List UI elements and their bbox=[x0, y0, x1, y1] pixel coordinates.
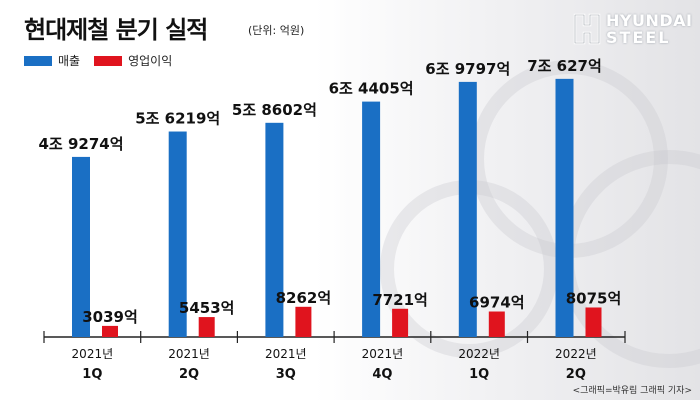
legend-item-operating-profit: 영업이익 bbox=[94, 52, 172, 69]
operating-profit-bar bbox=[488, 311, 505, 337]
revenue-value-label: 6조 9797억 bbox=[425, 60, 510, 78]
revenue-value-label: 5조 6219억 bbox=[135, 110, 220, 128]
legend-swatch-revenue bbox=[24, 55, 52, 66]
legend-item-revenue: 매출 bbox=[24, 52, 80, 69]
x-tick-label-year: 2021년 bbox=[265, 347, 307, 361]
graphic-credit: <그래픽=박유림 그래픽 기자> bbox=[572, 386, 692, 396]
operating-profit-bar bbox=[392, 308, 409, 337]
operating-profit-bar bbox=[585, 307, 602, 337]
hyundai-logo-icon bbox=[573, 13, 601, 45]
x-tick-label-quarter: 1Q bbox=[469, 367, 489, 382]
operating-profit-bar bbox=[295, 306, 312, 337]
operating-profit-value-label: 7721억 bbox=[372, 291, 428, 309]
operating-profit-value-label: 8075억 bbox=[566, 289, 622, 307]
revenue-bar bbox=[458, 81, 477, 337]
legend-label-revenue: 매출 bbox=[58, 54, 81, 68]
operating-profit-value-label: 3039억 bbox=[82, 308, 138, 326]
revenue-value-label: 5조 8602억 bbox=[232, 101, 317, 119]
legend-swatch-operating-profit bbox=[94, 55, 123, 66]
x-tick-label-quarter: 3Q bbox=[276, 367, 296, 382]
logo-text-steel: STEEL bbox=[606, 28, 671, 47]
x-tick-label-quarter: 2Q bbox=[179, 367, 199, 382]
revenue-value-label: 7조 627억 bbox=[527, 57, 602, 75]
revenue-bar bbox=[555, 78, 574, 338]
revenue-bar bbox=[72, 156, 90, 337]
x-tick-label-year: 2021년 bbox=[362, 347, 404, 361]
operating-profit-value-label: 5453억 bbox=[179, 299, 235, 317]
unit-label: (단위: 억원) bbox=[248, 24, 305, 37]
x-tick-label-year: 2021년 bbox=[72, 347, 114, 361]
legend: 매출 영업이익 bbox=[24, 52, 186, 69]
operating-profit-value-label: 8262억 bbox=[276, 289, 332, 307]
x-tick-label-quarter: 1Q bbox=[82, 367, 102, 382]
revenue-value-label: 4조 9274억 bbox=[38, 135, 123, 153]
revenue-bar bbox=[362, 101, 381, 337]
chart-title: 현대제철 분기 실적 bbox=[24, 16, 208, 44]
x-tick-label-year: 2022년 bbox=[555, 347, 597, 361]
hyundai-steel-logo: HYUNDAI STEEL bbox=[572, 12, 692, 46]
operating-profit-bar bbox=[198, 317, 215, 337]
revenue-bar bbox=[168, 131, 187, 337]
operating-profit-bar bbox=[102, 325, 118, 337]
operating-profit-value-label: 6974억 bbox=[469, 294, 525, 312]
x-tick-label-year: 2022년 bbox=[458, 347, 500, 361]
legend-label-operating-profit: 영업이익 bbox=[128, 54, 173, 68]
revenue-bar bbox=[265, 122, 284, 337]
logo-text-hyundai: HYUNDAI bbox=[606, 11, 693, 30]
x-tick-label-year: 2021년 bbox=[168, 347, 210, 361]
revenue-value-label: 6조 4405억 bbox=[329, 80, 414, 98]
x-tick-label-quarter: 2Q bbox=[566, 367, 586, 382]
x-tick-label-quarter: 4Q bbox=[372, 367, 392, 382]
